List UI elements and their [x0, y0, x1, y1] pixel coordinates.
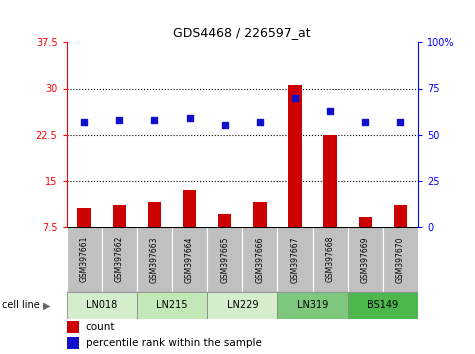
Bar	[348, 292, 418, 319]
Bar	[113, 205, 126, 227]
Point	[115, 117, 123, 122]
Text: GSM397669: GSM397669	[361, 236, 370, 282]
Bar	[288, 85, 302, 227]
Title: GDS4468 / 226597_at: GDS4468 / 226597_at	[173, 25, 311, 39]
Point	[221, 122, 228, 128]
Bar	[313, 227, 348, 292]
Text: LN319: LN319	[297, 300, 328, 310]
Bar	[77, 208, 91, 227]
Bar	[66, 321, 79, 333]
Bar	[242, 227, 277, 292]
Point	[361, 119, 369, 125]
Point	[291, 95, 299, 101]
Text: GSM397664: GSM397664	[185, 236, 194, 282]
Text: GSM397663: GSM397663	[150, 236, 159, 282]
Bar	[218, 214, 231, 227]
Bar	[253, 202, 266, 227]
Point	[80, 119, 88, 125]
Point	[151, 117, 158, 122]
Bar	[277, 227, 313, 292]
Text: cell line: cell line	[2, 300, 40, 310]
Point	[256, 119, 264, 125]
Bar	[323, 135, 337, 227]
Text: GSM397667: GSM397667	[291, 236, 299, 282]
Bar	[207, 227, 242, 292]
Bar	[183, 190, 196, 227]
Text: GSM397661: GSM397661	[80, 236, 88, 282]
Bar	[172, 227, 207, 292]
Bar	[148, 202, 161, 227]
Bar	[394, 205, 407, 227]
Point	[397, 119, 404, 125]
Bar	[383, 227, 418, 292]
Bar	[277, 292, 348, 319]
Text: GSM397668: GSM397668	[326, 236, 334, 282]
Bar	[137, 227, 172, 292]
Point	[186, 115, 193, 121]
Bar	[102, 227, 137, 292]
Text: BS149: BS149	[367, 300, 399, 310]
Text: ▶: ▶	[43, 300, 50, 310]
Bar	[66, 292, 137, 319]
Bar	[359, 217, 372, 227]
Text: LN215: LN215	[156, 300, 188, 310]
Point	[326, 108, 334, 113]
Text: GSM397662: GSM397662	[115, 236, 124, 282]
Text: GSM397665: GSM397665	[220, 236, 229, 282]
Text: GSM397670: GSM397670	[396, 236, 405, 282]
Text: count: count	[86, 322, 115, 332]
Text: GSM397666: GSM397666	[256, 236, 264, 282]
Bar	[137, 292, 207, 319]
Bar	[66, 227, 102, 292]
Text: percentile rank within the sample: percentile rank within the sample	[86, 338, 262, 348]
Bar	[207, 292, 277, 319]
Bar	[348, 227, 383, 292]
Text: LN229: LN229	[227, 300, 258, 310]
Text: LN018: LN018	[86, 300, 117, 310]
Bar	[66, 337, 79, 349]
